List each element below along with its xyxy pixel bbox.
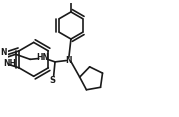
Text: S: S [50, 76, 56, 85]
Text: N: N [66, 56, 72, 65]
Text: HN: HN [36, 53, 49, 62]
Text: NH: NH [3, 59, 16, 68]
Text: N: N [1, 48, 7, 57]
